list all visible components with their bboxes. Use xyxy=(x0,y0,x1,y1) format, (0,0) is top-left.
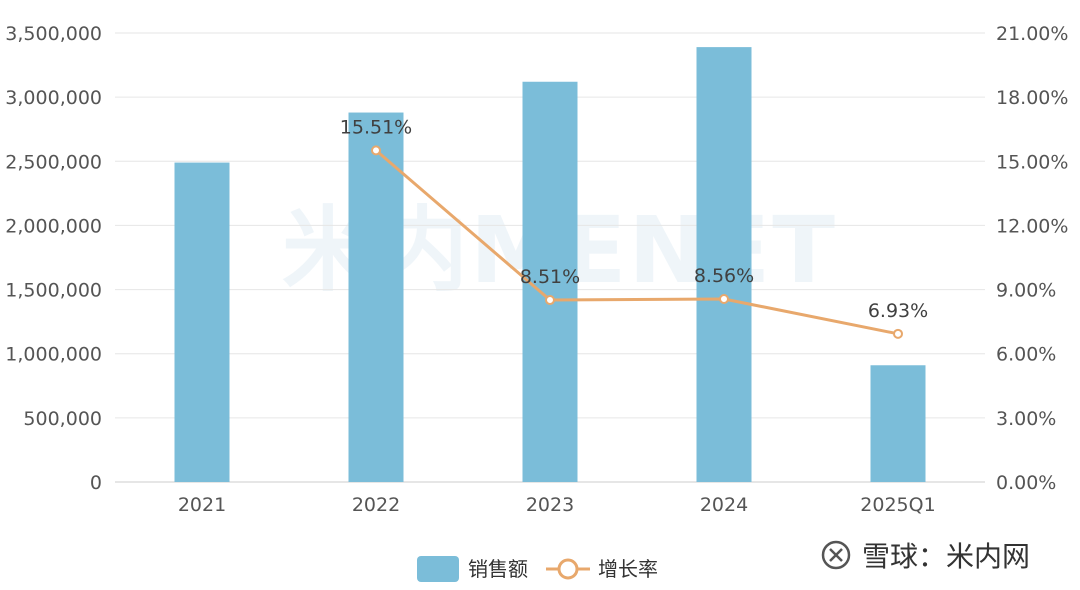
line-point xyxy=(371,145,381,156)
left-tick-label: 3,500,000 xyxy=(5,23,102,45)
bar xyxy=(870,365,926,482)
data-labels: 15.51% 8.51% 8.56% 6.93% xyxy=(340,116,928,321)
left-tick-label: 0 xyxy=(90,472,102,494)
right-tick-label: 6.00% xyxy=(996,344,1056,366)
growth-line xyxy=(375,149,899,336)
bar-series xyxy=(174,47,926,483)
x-tick-label: 2024 xyxy=(700,494,748,516)
x-axis: 2021 2022 2023 2024 2025Q1 xyxy=(178,494,936,516)
brand-text: 雪球：米内网 xyxy=(862,540,1030,573)
left-tick-label: 2,500,000 xyxy=(5,151,102,173)
x-tick-label: 2022 xyxy=(352,494,400,516)
legend[interactable]: 销售额 增长率 xyxy=(417,556,658,582)
bar xyxy=(348,112,404,482)
legend-bar-label: 销售额 xyxy=(468,557,528,581)
data-label: 8.51% xyxy=(520,266,580,288)
legend-bar-swatch xyxy=(417,556,459,582)
right-tick-label: 3.00% xyxy=(996,408,1056,430)
x-tick-label: 2023 xyxy=(526,494,574,516)
legend-line-marker xyxy=(557,558,579,580)
line-point xyxy=(719,293,729,304)
bar xyxy=(522,81,578,483)
right-axis: 0.00% 3.00% 6.00% 9.00% 12.00% 15.00% 18.00% 21… xyxy=(996,23,1068,494)
left-tick-label: 2,000,000 xyxy=(5,215,102,237)
left-axis: 0 500,000 1,000,000 1,500,000 2,000,000 2,500… xyxy=(5,23,102,494)
bar xyxy=(174,162,230,482)
left-tick-label: 500,000 xyxy=(23,408,102,430)
xueqiu-logo-icon xyxy=(821,540,851,570)
right-tick-label: 18.00% xyxy=(996,87,1068,109)
line-series xyxy=(371,145,903,339)
x-tick-label: 2025Q1 xyxy=(860,494,935,516)
right-tick-label: 15.00% xyxy=(996,151,1068,173)
x-tick-label: 2021 xyxy=(178,494,226,516)
legend-line-label: 增长率 xyxy=(598,557,658,581)
bar xyxy=(696,47,752,483)
data-label: 8.56% xyxy=(694,265,754,287)
line-point xyxy=(893,328,903,339)
left-tick-label: 1,000,000 xyxy=(5,344,102,366)
left-tick-label: 3,000,000 xyxy=(5,87,102,109)
right-tick-label: 0.00% xyxy=(996,472,1056,494)
right-tick-label: 21.00% xyxy=(996,23,1068,45)
left-tick-label: 1,500,000 xyxy=(5,280,102,302)
legend-item-bar[interactable]: 销售额 xyxy=(417,556,528,582)
legend-item-line[interactable]: 增长率 xyxy=(546,557,658,581)
brand-watermark: 雪球：米内网 xyxy=(821,540,1030,573)
right-tick-label: 9.00% xyxy=(996,280,1056,302)
data-label: 6.93% xyxy=(868,300,928,322)
right-tick-label: 12.00% xyxy=(996,215,1068,237)
data-label: 15.51% xyxy=(340,116,412,138)
line-point xyxy=(545,295,555,306)
